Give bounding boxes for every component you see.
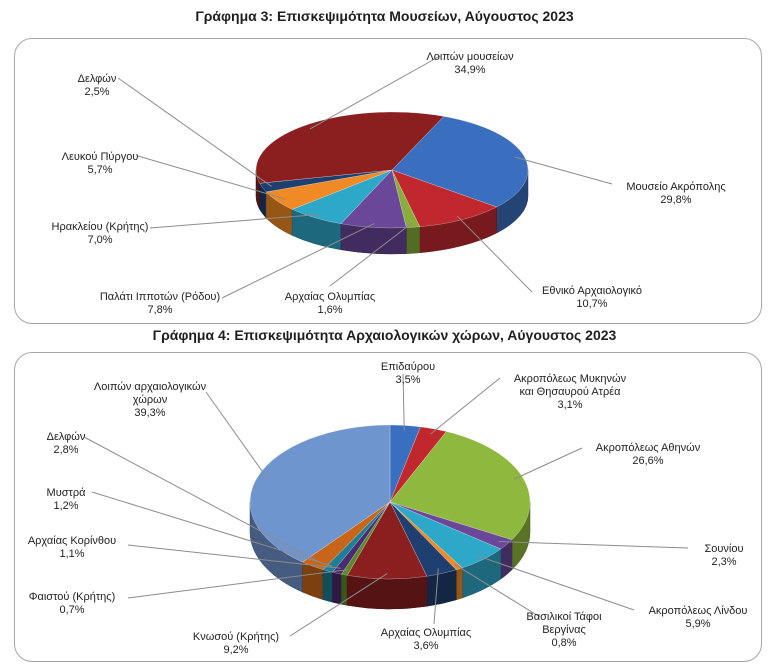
chart4-leader-10 — [91, 491, 333, 567]
chart3-leader-7 — [309, 55, 441, 130]
chart3-label-3: Παλάτι Ιπποτών (Ρόδου) 7,8% — [100, 291, 220, 316]
chart3-title: Γράφημα 3: Επισκεψιμότητα Μουσείων, Αύγο… — [195, 8, 574, 24]
chart3-leader-4 — [149, 213, 321, 229]
chart4-leader-9 — [127, 544, 341, 569]
chart3-leader-3 — [221, 222, 375, 299]
chart4-label-12: Λοιπών αρχαιολογικών χώρων 39,3% — [94, 381, 207, 419]
chart4-title: Γράφημα 4: Επισκεψιμότητα Αρχαιολογικών … — [152, 327, 617, 343]
chart3-slice-side — [406, 226, 421, 254]
chart4-slice-7 — [346, 501, 428, 580]
chart4-leader-11 — [83, 436, 319, 563]
chart3-label-2: Αρχαίας Ολυμπίας 1,6% — [285, 291, 375, 316]
chart3-slice-1 — [391, 169, 498, 227]
chart4-label-7: Κνωσού (Κρήτης) 9,2% — [193, 631, 279, 656]
chart3-leader-1 — [456, 215, 533, 293]
chart4-leader-4 — [476, 554, 635, 611]
chart3-label-1: Εθνικό Αρχαιολογικό 10,7% — [542, 285, 642, 310]
chart4-leader-8 — [127, 569, 348, 599]
chart4-leader-0 — [402, 373, 405, 431]
chart4-slice-side — [455, 567, 463, 601]
chart4-slice-side — [322, 569, 333, 603]
chart4-leader-6 — [433, 568, 439, 625]
chart4-leader-5 — [454, 563, 541, 618]
chart4-slice-12 — [249, 424, 391, 563]
chart3-label-5: Λευκού Πύργου 5,7% — [62, 151, 139, 176]
chart4-label-9: Αρχαίας Κορίνθου 1,1% — [28, 535, 116, 560]
chart3-leader-2 — [329, 222, 412, 287]
chart4-label-11: Δελφών 2,8% — [47, 431, 86, 456]
chart4-label-3: Σουνίου 2,3% — [704, 543, 743, 568]
chart3-slice-0 — [391, 116, 529, 208]
chart3-label-7: Λοιπών μουσείων 34,9% — [426, 51, 514, 76]
chart4-label-2: Ακροπόλεως Αθηνών 26,6% — [596, 442, 701, 467]
chart3-slice-7 — [255, 111, 445, 184]
chart3-leader-5 — [137, 155, 286, 200]
chart4-label-6: Αρχαίας Ολυμπίας 3,6% — [381, 627, 471, 652]
chart4-slice-side — [332, 571, 342, 605]
chart3-label-4: Ηρακλείου (Κρήτης) 7,0% — [52, 221, 149, 246]
chart4-label-10: Μυστρά 1,2% — [47, 487, 87, 512]
chart4-label-0: Επιδαύρου 3,5% — [381, 361, 435, 386]
chart4-leader-2 — [513, 447, 583, 480]
chart4-label-4: Ακροπόλεως Λίνδου 5,9% — [649, 605, 748, 630]
chart4-leader-12 — [205, 391, 268, 479]
chart4-leader-7 — [289, 573, 388, 637]
chart3-slice-side — [340, 223, 407, 255]
chart4-leader-3 — [498, 541, 689, 549]
chart4-label-1: Ακροπόλεως Μυκηνών και Θησαυρού Ατρέα 3,1% — [514, 373, 627, 411]
chart3-label-6: Δελφών 2,5% — [78, 73, 117, 98]
chart3-label-0: Μουσείο Ακρόπολης 29,8% — [626, 181, 725, 206]
chart4-label-8: Φαιστού (Κρήτης) 0,7% — [29, 591, 116, 616]
chart4-label-5: Βασιλικοί Τάφοι Βεργίνας 0,8% — [526, 611, 602, 649]
chart4-leader-1 — [430, 377, 501, 435]
chart3-leader-0 — [514, 156, 613, 185]
chart3-leader-6 — [117, 77, 272, 187]
